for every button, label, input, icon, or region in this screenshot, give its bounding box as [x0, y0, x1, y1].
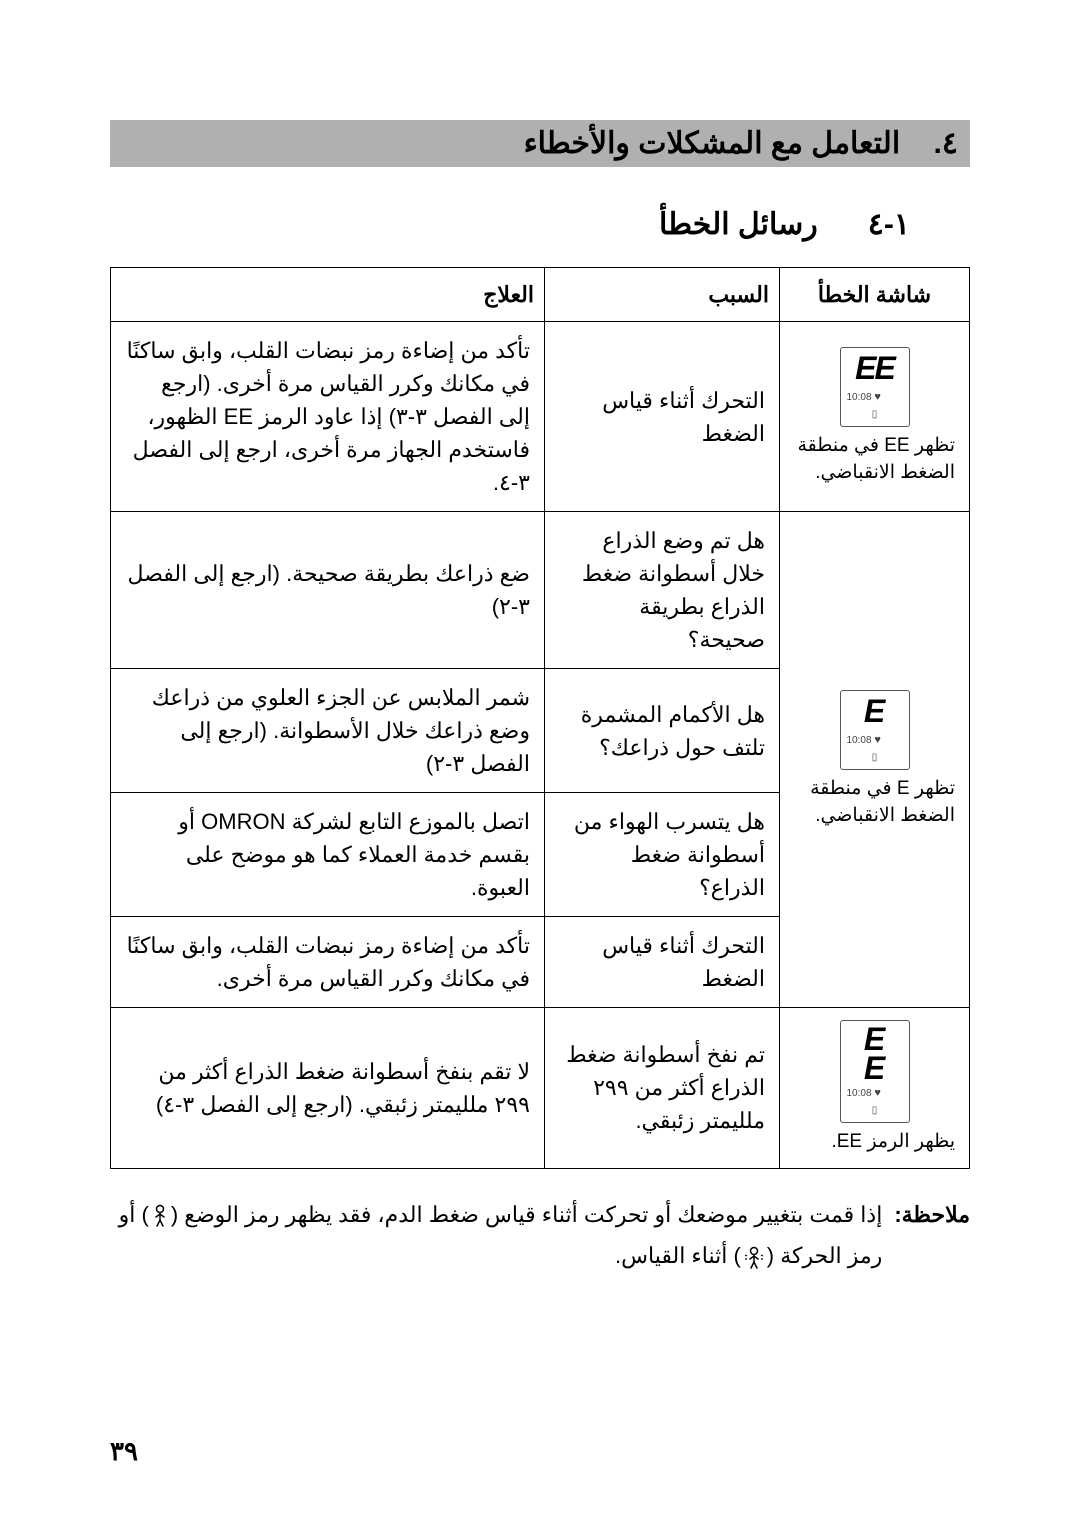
page-number: ٣٩	[110, 1436, 138, 1467]
note-section: ملاحظة: إذا قمت بتغيير موضعك أو تحركت أث…	[110, 1194, 970, 1278]
note-text: إذا قمت بتغيير موضعك أو تحركت أثناء قياس…	[110, 1194, 882, 1278]
remedy-cell: شمر الملابس عن الجزء العلوي من ذراعك وضع…	[111, 669, 545, 793]
note-text-part1: إذا قمت بتغيير موضعك أو تحركت أثناء قياس…	[171, 1202, 882, 1227]
display-caption: تظهر EE في منطقة الضغط الانقباضي.	[794, 433, 955, 486]
cause-cell: التحرك أثناء قياس الضغط	[545, 917, 780, 1008]
subsection-title-text: رسائل الخطأ	[659, 208, 818, 241]
lcd-time: ♥ 10:08	[847, 1085, 903, 1102]
e-bottom: E	[847, 1054, 903, 1083]
posture-icon	[149, 1204, 171, 1228]
display-caption: تظهر E في منطقة الضغط الانقباضي.	[794, 776, 955, 829]
note-label: ملاحظة:	[894, 1194, 970, 1278]
remedy-cell: تأكد من إضاءة رمز نبضات القلب، وابق ساكن…	[111, 322, 545, 512]
ee-symbol: EE	[855, 350, 894, 386]
movement-icon	[741, 1246, 767, 1270]
header-cause: السبب	[545, 268, 780, 322]
lcd-cuff-icon: ▯	[847, 750, 903, 765]
display-cell-ee-stack: E E ♥ 10:08 ▯ يظهر الرمز EE.	[780, 1008, 970, 1169]
e-symbol: E	[864, 693, 885, 729]
section-title: ٤. التعامل مع المشكلات والأخطاء	[110, 120, 970, 167]
header-display: شاشة الخطأ	[780, 268, 970, 322]
display-cell-e: E ♥ 10:08 ▯ تظهر E في منطقة الضغط الانقب…	[780, 512, 970, 1008]
header-remedy: العلاج	[111, 268, 545, 322]
subsection-number: ١-٤	[868, 208, 910, 241]
table-row: EE ♥ 10:08 ▯ تظهر EE في منطقة الضغط الان…	[111, 322, 970, 512]
remedy-cell: تأكد من إضاءة رمز نبضات القلب، وابق ساكن…	[111, 917, 545, 1008]
remedy-cell: ضع ذراعك بطريقة صحيحة. (ارجع إلى الفصل ٣…	[111, 512, 545, 669]
remedy-cell: اتصل بالموزع التابع لشركة OMRON أو بقسم …	[111, 793, 545, 917]
display-cell-ee: EE ♥ 10:08 ▯ تظهر EE في منطقة الضغط الان…	[780, 322, 970, 512]
table-header-row: شاشة الخطأ السبب العلاج	[111, 268, 970, 322]
remedy-cell: لا تقم بنفخ أسطوانة ضغط الذراع أكثر من ٢…	[111, 1008, 545, 1169]
lcd-display-ee-stack: E E ♥ 10:08 ▯	[840, 1020, 910, 1123]
lcd-cuff-icon: ▯	[847, 407, 903, 422]
section-number: ٤.	[934, 127, 958, 160]
cause-cell: التحرك أثناء قياس الضغط	[545, 322, 780, 512]
display-caption: يظهر الرمز EE.	[794, 1129, 955, 1156]
error-table: شاشة الخطأ السبب العلاج EE ♥ 10:08 ▯ تظه…	[110, 267, 970, 1169]
section-title-text: التعامل مع المشكلات والأخطاء	[524, 127, 901, 160]
subsection-title: ١-٤ رسائل الخطأ	[110, 207, 970, 242]
cause-cell: هل تم وضع الذراع خلال أسطوانة ضغط الذراع…	[545, 512, 780, 669]
lcd-time: ♥ 10:08	[847, 732, 903, 749]
cause-cell: تم نفخ أسطوانة ضغط الذراع أكثر من ٢٩٩ مل…	[545, 1008, 780, 1169]
table-row: E E ♥ 10:08 ▯ يظهر الرمز EE. تم نفخ أسطو…	[111, 1008, 970, 1169]
table-row: E ♥ 10:08 ▯ تظهر E في منطقة الضغط الانقب…	[111, 512, 970, 669]
cause-cell: هل يتسرب الهواء من أسطوانة ضغط الذراع؟	[545, 793, 780, 917]
lcd-display-e: E ♥ 10:08 ▯	[840, 690, 910, 771]
lcd-display-ee: EE ♥ 10:08 ▯	[840, 347, 910, 428]
lcd-cuff-icon: ▯	[847, 1103, 903, 1118]
cause-cell: هل الأكمام المشمرة تلتف حول ذراعك؟	[545, 669, 780, 793]
lcd-time: ♥ 10:08	[847, 389, 903, 406]
note-text-part3: ) أثناء القياس.	[615, 1243, 741, 1268]
